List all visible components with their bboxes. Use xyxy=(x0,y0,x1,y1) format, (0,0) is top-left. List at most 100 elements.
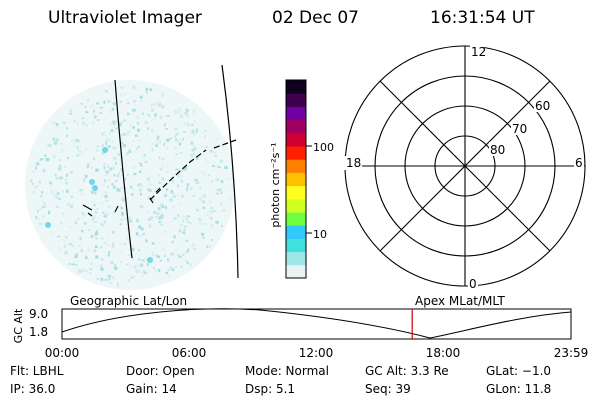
speckle xyxy=(120,141,124,145)
speckle xyxy=(174,127,178,130)
speckle xyxy=(119,261,122,264)
coastline-dashed xyxy=(149,139,237,201)
speckle xyxy=(56,192,60,195)
speckle xyxy=(185,217,188,221)
speckle xyxy=(112,230,115,234)
speckle xyxy=(182,253,185,256)
speckle xyxy=(175,266,177,268)
speckle xyxy=(66,157,69,160)
speckle xyxy=(65,181,68,185)
speckle xyxy=(119,101,123,103)
speckle xyxy=(55,189,57,192)
speckle xyxy=(85,124,88,128)
speckle xyxy=(58,198,61,200)
speckle xyxy=(164,194,167,197)
speckle xyxy=(114,266,118,270)
speckle xyxy=(84,222,87,225)
speckle xyxy=(131,193,134,196)
speckle xyxy=(193,133,196,136)
speckle xyxy=(166,170,169,173)
speckle xyxy=(35,166,37,170)
longitude-line-left xyxy=(114,79,133,259)
timeline-panel: Geographic Lat/Lon Apex MLat/MLT GC Alt … xyxy=(12,294,588,360)
speckle xyxy=(100,201,104,205)
lat-label-80: 80 xyxy=(490,143,505,157)
colorbar-cell xyxy=(286,172,306,187)
status-glon: GLon: 11.8 xyxy=(486,382,552,396)
speckle xyxy=(201,170,204,174)
speckle xyxy=(145,87,149,91)
speckle xyxy=(76,121,79,125)
speckle xyxy=(180,224,183,227)
speckle xyxy=(48,210,51,215)
speckle xyxy=(191,243,196,247)
speckle xyxy=(207,245,211,248)
speckle xyxy=(111,245,115,249)
speckle xyxy=(73,119,76,123)
speckle xyxy=(109,167,113,171)
speckle xyxy=(180,152,183,154)
speckle xyxy=(113,174,116,177)
speckle xyxy=(190,141,194,145)
speckle xyxy=(130,265,133,270)
speckle xyxy=(191,145,195,148)
speckle xyxy=(157,104,161,107)
speckle xyxy=(69,226,73,228)
speckle xyxy=(140,164,143,167)
speckle xyxy=(121,214,124,217)
speckle xyxy=(100,237,104,240)
speckle xyxy=(175,132,179,136)
speckle xyxy=(155,216,158,219)
speckle xyxy=(58,247,61,251)
speckle xyxy=(93,249,97,252)
speckle xyxy=(148,196,151,200)
speckle xyxy=(104,173,108,176)
speckle xyxy=(191,123,194,126)
speckle xyxy=(169,137,173,140)
label-bg-70 xyxy=(511,121,529,135)
speckle xyxy=(94,209,97,212)
speckle xyxy=(118,171,120,175)
speckle xyxy=(156,254,158,258)
speckle xyxy=(100,246,103,249)
speckle xyxy=(102,223,105,227)
speckle xyxy=(140,184,142,188)
speckle xyxy=(90,106,93,109)
speckle xyxy=(85,270,88,273)
speckle xyxy=(95,168,99,172)
speckle xyxy=(149,224,152,228)
speckle xyxy=(94,232,99,236)
speckle xyxy=(132,126,135,129)
speckle xyxy=(99,111,103,115)
speckle xyxy=(108,281,113,284)
speckle xyxy=(161,158,165,160)
speckle xyxy=(107,145,111,148)
speckle xyxy=(177,254,181,258)
speckle xyxy=(106,171,109,174)
speckle xyxy=(103,131,106,135)
speckle xyxy=(87,248,90,252)
colorbar-cell xyxy=(286,146,306,160)
speckle xyxy=(50,184,53,188)
speckle xyxy=(126,173,129,176)
speckle xyxy=(70,196,73,198)
speckle xyxy=(175,168,179,171)
speckle xyxy=(84,174,88,178)
speckle xyxy=(164,123,166,127)
speckle xyxy=(182,219,184,223)
speckle xyxy=(57,176,61,180)
speckle xyxy=(129,273,132,277)
speckle xyxy=(53,141,58,145)
speckle xyxy=(104,279,108,281)
speckle xyxy=(196,209,199,211)
speckle xyxy=(172,241,174,244)
speckle xyxy=(164,230,167,233)
speckle xyxy=(192,248,197,250)
speckle xyxy=(55,177,59,180)
speckle xyxy=(92,190,95,193)
speckle xyxy=(229,196,231,200)
speckle xyxy=(82,268,85,273)
speckle xyxy=(74,255,78,258)
speckle xyxy=(107,274,111,278)
speckle xyxy=(156,142,159,145)
